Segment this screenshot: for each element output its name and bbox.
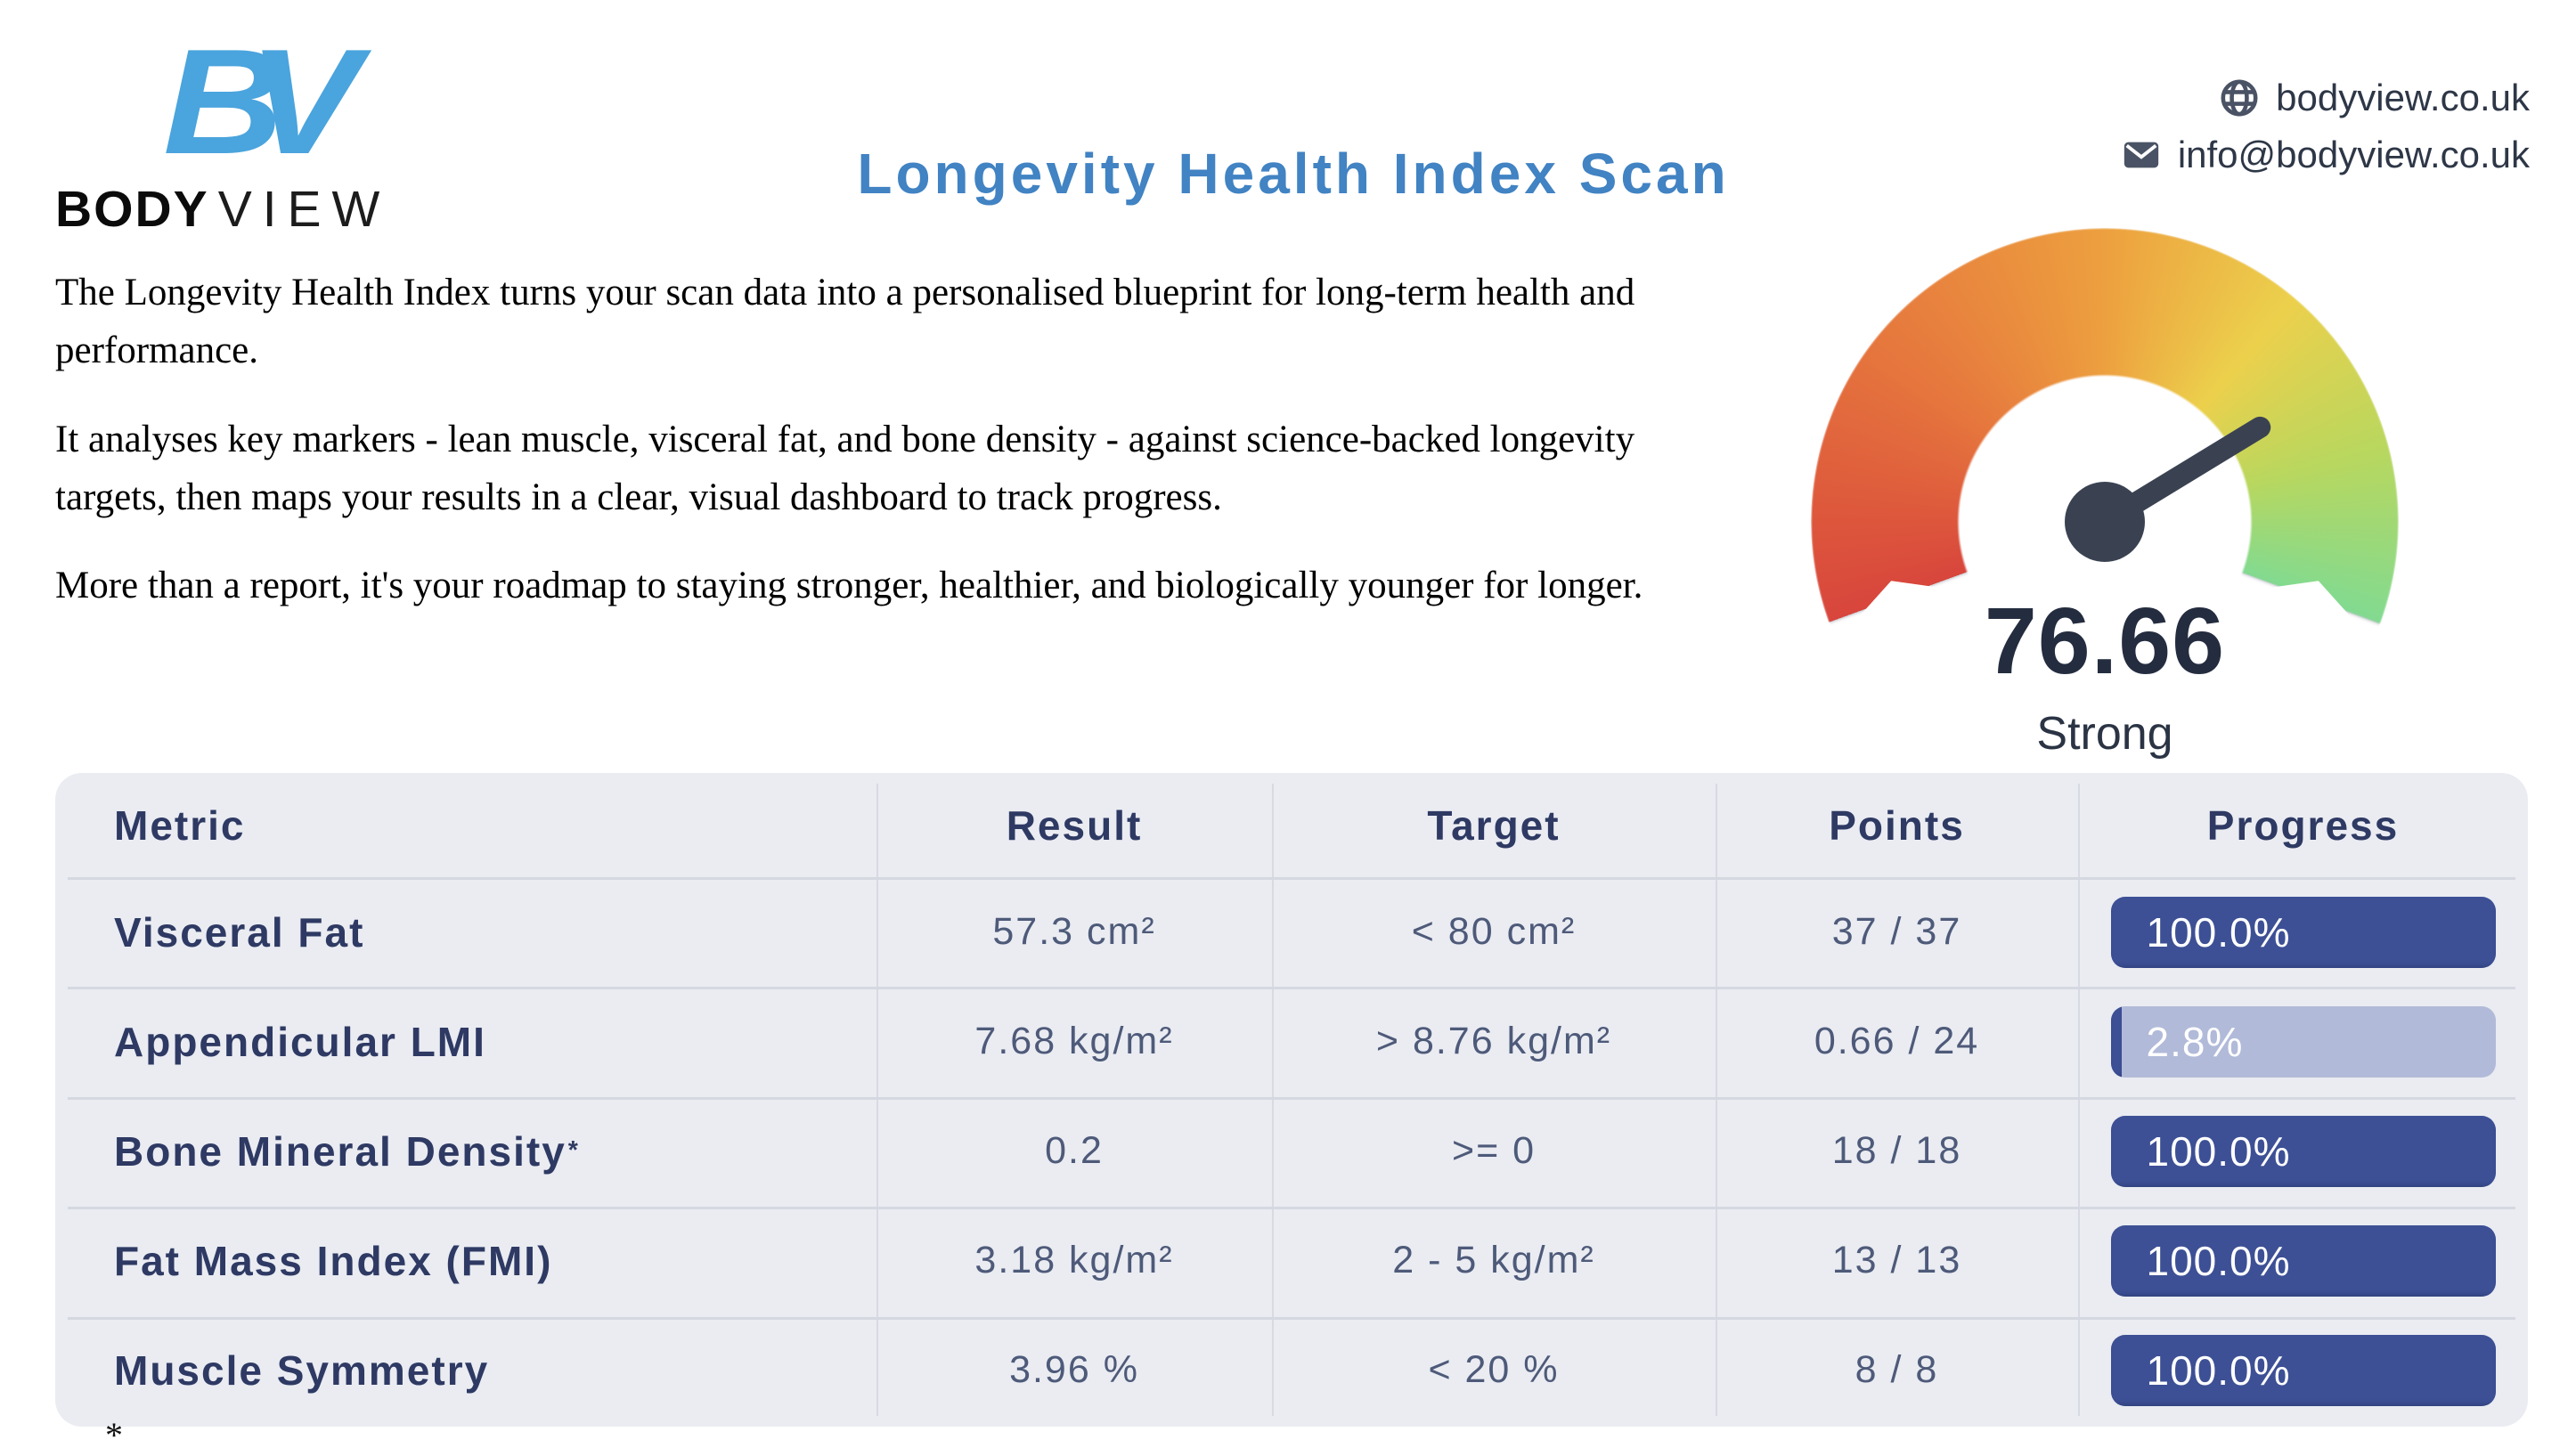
points-value: 18 / 18 — [1831, 1129, 1962, 1172]
result-value: 3.18 kg/m² — [974, 1239, 1174, 1281]
gauge-needle-hub — [2065, 482, 2145, 562]
row-divider — [68, 1317, 2515, 1320]
points-value: 0.66 / 24 — [1814, 1020, 1980, 1062]
progress-bar: 2.8% — [2110, 1005, 2496, 1078]
metric-name: Fat Mass Index (FMI) — [114, 1237, 553, 1284]
table-row: Visceral Fat 57.3 cm² < 80 cm² 37 / 37 100.0… — [55, 877, 2528, 987]
website-row[interactable]: bodyview.co.uk — [2219, 77, 2530, 119]
progress-bar-fill — [2110, 1334, 2496, 1406]
row-divider — [68, 987, 2515, 989]
points-value: 8 / 8 — [1855, 1348, 1939, 1391]
metric-name: Muscle Symmetry — [114, 1346, 490, 1394]
table-row: Fat Mass Index (FMI) 3.18 kg/m² 2 - 5 kg/m… — [55, 1206, 2528, 1315]
points-value: 37 / 37 — [1831, 910, 1962, 953]
column-header-result: Result — [1006, 801, 1143, 849]
progress-bar-fill — [2110, 1115, 2496, 1187]
result-value: 7.68 kg/m² — [974, 1020, 1174, 1062]
globe-icon — [2219, 77, 2260, 118]
progress-cell: 100.0% — [2078, 1315, 2528, 1425]
intro-paragraph: More than a report, it's your roadmap to… — [55, 565, 1643, 607]
email-text: info@bodyview.co.uk — [2177, 134, 2530, 175]
progress-label: 100.0% — [2146, 1346, 2291, 1394]
email-row[interactable]: info@bodyview.co.uk — [2121, 134, 2530, 176]
table-row: Appendicular LMI 7.68 kg/m² > 8.76 kg/m² 0.… — [55, 987, 2528, 1096]
progress-cell: 100.0% — [2078, 877, 2528, 987]
target-value: < 20 % — [1428, 1348, 1560, 1391]
target-value: < 80 cm² — [1411, 910, 1577, 953]
table-row: Muscle Symmetry 3.96 % < 20 % 8 / 8 100.0% — [55, 1315, 2528, 1425]
target-value: > 8.76 kg/m² — [1375, 1020, 1612, 1062]
metrics-table: Metric Result Target Points Progress Viscera… — [55, 773, 2528, 1427]
progress-label: 2.8% — [2146, 1018, 2244, 1065]
result-value: 57.3 cm² — [992, 910, 1156, 953]
bodyview-wordmark: BODY VIEW — [55, 180, 438, 239]
column-divider — [1272, 784, 1274, 1416]
gauge-score-value: 76.66 — [1984, 589, 2226, 694]
column-divider — [1716, 784, 1717, 1416]
progress-bar-fill — [2110, 1224, 2496, 1297]
points-value: 13 / 13 — [1831, 1239, 1962, 1281]
progress-cell: 2.8% — [2078, 987, 2528, 1096]
column-divider — [2078, 784, 2080, 1416]
bodyview-monogram-icon: BV — [162, 18, 360, 185]
progress-cell: 100.0% — [2078, 1206, 2528, 1315]
health-index-gauge: 76.66 Strong — [1811, 228, 2399, 816]
column-header-target: Target — [1427, 801, 1561, 849]
progress-bar: 100.0% — [2110, 1334, 2496, 1406]
progress-bar: 100.0% — [2110, 1224, 2496, 1297]
progress-label: 100.0% — [2146, 1237, 2291, 1284]
column-header-progress: Progress — [2206, 801, 2400, 849]
column-divider — [876, 784, 878, 1416]
progress-bar-fill — [2110, 896, 2496, 968]
gauge-status-label: Strong — [2036, 708, 2173, 760]
target-value: >= 0 — [1451, 1129, 1537, 1172]
intro-paragraph: The Longevity Health Index turns your sc… — [55, 272, 1635, 372]
progress-label: 100.0% — [2146, 1127, 2291, 1175]
row-divider — [68, 877, 2515, 880]
website-text: bodyview.co.uk — [2276, 77, 2530, 118]
column-header-points: Points — [1829, 801, 1965, 849]
envelope-icon — [2121, 134, 2162, 175]
contact-block: bodyview.co.uk info@bodyview.co.uk — [2121, 77, 2530, 176]
metric-name: Visceral Fat — [114, 908, 365, 956]
metric-name: Bone Mineral Density * — [114, 1127, 580, 1175]
column-header-metric: Metric — [114, 801, 246, 849]
result-value: 0.2 — [1045, 1129, 1104, 1172]
metric-name: Appendicular LMI — [114, 1018, 486, 1065]
footnote-superscript: * — [567, 1136, 580, 1165]
intro-paragraphs: The Longevity Health Index turns your sc… — [55, 264, 1712, 646]
progress-cell: 100.0% — [2078, 1096, 2528, 1206]
progress-bar-fill — [2110, 1005, 2122, 1078]
logo-word-view: VIEW — [217, 181, 391, 238]
table-row: Bone Mineral Density * 0.2 >= 0 18 / 18 100.0… — [55, 1096, 2528, 1206]
result-value: 3.96 % — [1009, 1348, 1139, 1391]
target-value: 2 - 5 kg/m² — [1392, 1239, 1595, 1281]
table-header-row: Metric Result Target Points Progress — [55, 773, 2528, 877]
page-title: Longevity Health Index Scan — [857, 142, 1730, 206]
progress-label: 100.0% — [2146, 908, 2291, 956]
logo-word-body: BODY — [55, 181, 209, 238]
progress-bar: 100.0% — [2110, 896, 2496, 968]
intro-paragraph: It analyses key markers - lean muscle, v… — [55, 418, 1635, 519]
row-divider — [68, 1097, 2515, 1100]
row-divider — [68, 1207, 2515, 1209]
progress-bar: 100.0% — [2110, 1115, 2496, 1187]
bodyview-logo: BV BODY VIEW — [55, 27, 438, 239]
